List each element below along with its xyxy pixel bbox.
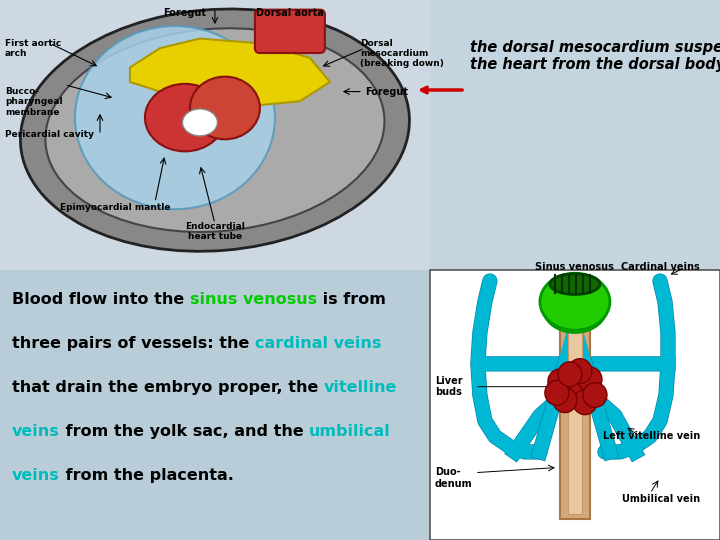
Ellipse shape [45,28,384,232]
Text: vitelline: vitelline [324,380,397,395]
Circle shape [558,362,582,387]
Text: Endocardial
heart tube: Endocardial heart tube [185,221,245,241]
Text: is from: is from [317,292,386,307]
Text: Foregut: Foregut [365,86,408,97]
Text: Sinus venosus: Sinus venosus [536,262,614,272]
Circle shape [548,369,572,394]
Text: umbilical: umbilical [309,424,391,439]
Text: the dorsal mesocardium suspends
the heart from the dorsal body: the dorsal mesocardium suspends the hear… [470,40,720,72]
Circle shape [553,388,577,413]
Bar [430,270,720,540]
Text: veins: veins [12,424,60,439]
Text: Umbilical vein: Umbilical vein [622,494,700,504]
Text: First aortic
arch: First aortic arch [5,38,61,58]
Circle shape [573,390,597,415]
Ellipse shape [182,109,217,136]
Bar [0,270,430,540]
Circle shape [578,367,602,392]
Circle shape [545,381,569,406]
Text: from the placenta.: from the placenta. [60,468,233,483]
Text: from the yolk sac, and the: from the yolk sac, and the [60,424,309,439]
Text: three pairs of vessels: the: three pairs of vessels: the [12,336,255,351]
Bar [430,0,720,270]
Text: Epimyocardial mantle: Epimyocardial mantle [60,202,171,212]
Text: Liver
buds: Liver buds [435,376,462,397]
Text: Bucco-
pharyngeal
membrane: Bucco- pharyngeal membrane [5,87,63,117]
Ellipse shape [190,77,260,139]
Text: sinus venosus: sinus venosus [190,292,317,307]
Circle shape [583,382,607,407]
Ellipse shape [542,281,608,333]
Ellipse shape [75,26,275,209]
Bar [0,0,430,270]
Text: Blood flow into the: Blood flow into the [12,292,190,307]
Text: Dorsal
mesocardium
(breaking down): Dorsal mesocardium (breaking down) [360,38,444,69]
Bar [560,322,590,519]
Bar [568,322,582,514]
Text: cardinal veins: cardinal veins [255,336,382,351]
Ellipse shape [20,9,410,251]
Text: Left vitelline vein: Left vitelline vein [603,431,700,441]
Circle shape [568,359,592,383]
Text: veins: veins [12,468,60,483]
Ellipse shape [540,273,610,330]
Polygon shape [130,38,330,106]
Text: Duo-
denum: Duo- denum [435,467,472,489]
Text: Foregut: Foregut [163,8,207,18]
Text: that drain the embryo proper, the: that drain the embryo proper, the [12,380,324,395]
Ellipse shape [550,274,600,294]
Ellipse shape [145,84,225,151]
FancyBboxPatch shape [255,10,325,53]
Circle shape [563,377,587,402]
Text: Cardinal veins: Cardinal veins [621,262,700,272]
Text: Pericardial cavity: Pericardial cavity [5,131,94,139]
Text: Dorsal aorta: Dorsal aorta [256,8,324,18]
